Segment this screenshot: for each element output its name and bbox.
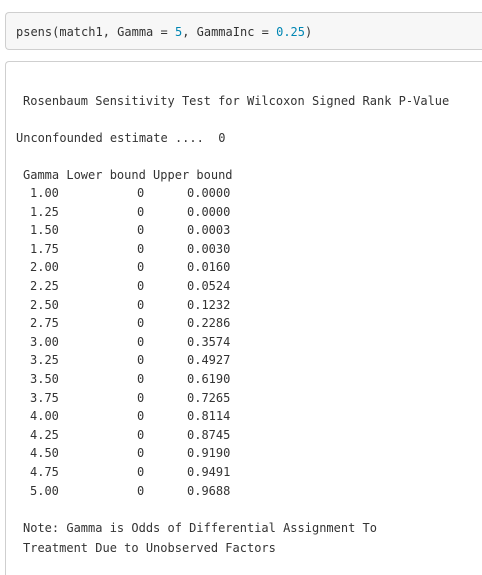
lower-bound-cell: 0 [137,279,145,293]
upper-bound-cell: 0.8114 [187,409,231,424]
gamma-cell: 2.50 [30,297,59,312]
upper-bound-cell: 0.9688 [187,483,231,498]
upper-bound-cell: 0.0000 [187,186,231,200]
lower-bound-cell: 0 [137,372,145,386]
table-row: 4.75 0 0.9491 [6,463,306,481]
gamma-cell: 3.25 [30,353,59,368]
lower-bound-cell: 0 [137,186,145,200]
code-line[interactable]: psens(match1, Gamma = 5, GammaInc = 0.25… [16,25,312,39]
table-row: 3.25 0 0.4927 [6,351,306,369]
code-fn-prefix: psens(match1, Gamma = [16,25,175,39]
lower-bound-cell: 0 [137,465,145,479]
gamma-cell: 4.50 [30,446,59,461]
gamma-cell: 2.75 [30,316,59,331]
output-title: Rosenbaum Sensitivity Test for Wilcoxon … [23,94,450,108]
upper-bound-cell: 0.0524 [187,279,231,293]
gamma-cell: 2.00 [30,260,59,275]
upper-bound-cell: 0.0160 [187,260,231,275]
lower-bound-cell: 0 [137,223,145,238]
table-row: 3.00 0 0.3574 [6,333,306,351]
table-row: 5.00 0 0.9688 [6,482,306,500]
upper-bound-cell: 0.0030 [187,241,231,256]
upper-bound-cell: 0.1232 [187,297,231,312]
upper-bound-cell: 0.0003 [187,223,231,238]
table-row: 3.50 0 0.6190 [6,370,306,388]
upper-bound-cell: 0.6190 [187,372,231,386]
lower-bound-cell: 0 [137,427,145,442]
gamma-value: 5 [174,25,183,39]
lower-bound-cell: 0 [137,390,145,405]
unconfounded-estimate: Unconfounded estimate .... 0 [16,131,226,145]
upper-bound-cell: 0.7265 [187,390,231,405]
gamma-cell: 1.75 [30,241,59,256]
table-row: 4.25 0 0.8745 [6,426,306,444]
table-row: 4.00 0 0.8114 [6,407,306,425]
code-cell[interactable]: psens(match1, Gamma = 5, GammaInc = 0.25… [5,12,482,50]
gamma-cell: 5.00 [30,483,59,498]
gamma-cell: 4.75 [30,465,59,479]
table-row: 2.00 0 0.0160 [6,258,306,276]
output-cell: Rosenbaum Sensitivity Test for Wilcoxon … [5,61,482,575]
code-mid: , GammaInc = [182,25,277,39]
table-row: 1.75 0 0.0030 [6,240,306,258]
upper-bound-cell: 0.9190 [187,446,231,461]
gamma-cell: 3.50 [30,372,59,386]
lower-bound-cell: 0 [137,297,145,312]
upper-bound-cell: 0.2286 [187,316,231,331]
lower-bound-cell: 0 [137,409,145,424]
gamma-cell: 1.50 [30,223,59,238]
gamma-inc-value: 0.25 [276,25,306,39]
upper-bound-cell: 0.4927 [187,353,231,368]
gamma-cell: 4.00 [30,409,59,424]
gamma-cell: 3.00 [30,334,59,349]
lower-bound-cell: 0 [137,260,145,275]
table-row: 1.50 0 0.0003 [6,221,306,239]
table-header: Gamma Lower bound Upper bound [23,168,233,182]
gamma-cell: 4.25 [30,427,59,442]
gamma-cell: 2.25 [30,279,59,293]
gamma-cell: 1.00 [30,186,59,200]
gamma-cell: 1.25 [30,204,59,219]
upper-bound-cell: 0.8745 [187,427,231,442]
lower-bound-cell: 0 [137,483,145,498]
table-row: 1.00 0 0.0000 [6,184,306,202]
lower-bound-cell: 0 [137,353,145,368]
gamma-cell: 3.75 [30,390,59,405]
lower-bound-cell: 0 [137,316,145,331]
note-line-2: Treatment Due to Unobserved Factors [23,541,276,555]
lower-bound-cell: 0 [137,446,145,461]
upper-bound-cell: 0.9491 [187,465,231,479]
table-row: 2.50 0 0.1232 [6,296,306,314]
upper-bound-cell: 0.0000 [187,204,231,219]
lower-bound-cell: 0 [137,334,145,349]
code-close: ) [305,25,313,39]
table-row: 3.75 0 0.7265 [6,389,306,407]
table-row: 2.75 0 0.2286 [6,314,306,332]
table-row: 1.25 0 0.0000 [6,203,306,221]
lower-bound-cell: 0 [137,204,145,219]
upper-bound-cell: 0.3574 [187,334,231,349]
table-row: 2.25 0 0.0524 [6,277,306,295]
table-row: 4.50 0 0.9190 [6,444,306,462]
lower-bound-cell: 0 [137,241,145,256]
note-line-1: Note: Gamma is Odds of Differential Assi… [23,521,378,535]
